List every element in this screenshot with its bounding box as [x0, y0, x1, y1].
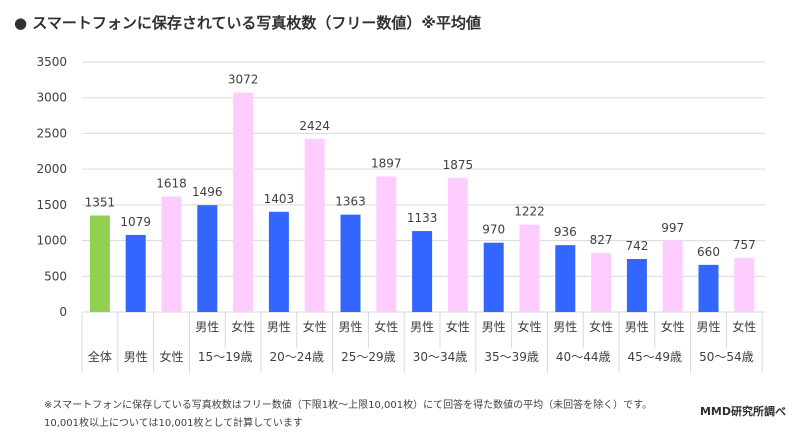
data-label: 936 — [554, 225, 577, 239]
footnote-1: ※スマートフォンに保存している写真枚数はフリー数値（下限1枚～上限10,001枚… — [44, 400, 653, 411]
bar-male — [698, 264, 719, 312]
x-tick-label: 女性 — [374, 319, 398, 334]
group-label: 女性 — [159, 349, 183, 364]
group-label: 35～39歳 — [484, 350, 539, 364]
bar-male — [555, 245, 576, 312]
y-tick-label: 1500 — [36, 198, 67, 212]
data-label: 742 — [625, 239, 648, 253]
bar-male — [340, 214, 361, 312]
x-tick-label: 男性 — [696, 320, 720, 334]
bar-female — [591, 252, 612, 312]
bar-male — [626, 259, 647, 312]
group-label: 45～49歳 — [628, 350, 683, 364]
bar-male — [412, 231, 433, 312]
x-tick-label: 男性 — [267, 320, 291, 334]
data-label: 1222 — [514, 205, 545, 219]
x-tick-label: 男性 — [410, 320, 434, 334]
bar-male — [125, 234, 146, 312]
group-label: 40～44歳 — [556, 350, 611, 364]
data-label: 757 — [733, 238, 756, 252]
x-tick-label: 男性 — [338, 320, 362, 334]
group-label: 男性 — [124, 350, 148, 364]
bar-female — [662, 240, 683, 312]
data-label: 2424 — [299, 119, 330, 133]
y-tick-label: 3500 — [36, 55, 67, 69]
y-tick-label: 500 — [44, 269, 67, 283]
bar-total — [89, 215, 110, 312]
group-label: 全体 — [88, 349, 112, 364]
data-label: 1351 — [85, 196, 116, 210]
data-label: 1618 — [156, 176, 187, 190]
x-tick-label: 男性 — [482, 320, 506, 334]
group-label: 30～34歳 — [413, 350, 468, 364]
bar-female — [304, 138, 325, 312]
group-label: 50～54歳 — [699, 350, 754, 364]
bar-female — [376, 176, 397, 312]
bar-male — [268, 211, 289, 312]
bar-male — [197, 205, 218, 312]
y-tick-label: 2000 — [36, 162, 67, 176]
data-label: 1079 — [120, 215, 151, 229]
bar-female — [519, 224, 540, 312]
data-label: 1496 — [192, 185, 223, 199]
data-label: 970 — [482, 223, 505, 237]
x-tick-label: 男性 — [553, 320, 577, 334]
data-label: 827 — [590, 233, 613, 247]
y-tick-label: 3000 — [36, 91, 67, 105]
x-tick-label: 女性 — [231, 319, 255, 334]
y-tick-label: 0 — [59, 305, 67, 319]
data-label: 3072 — [228, 73, 259, 87]
chart-title: ● スマートフォンに保存されている写真枚数（フリー数値）※平均値 — [14, 14, 481, 32]
x-tick-label: 女性 — [303, 319, 327, 334]
group-label: 20～24歳 — [270, 350, 325, 364]
bar-female — [734, 257, 755, 312]
x-tick-label: 女性 — [589, 319, 613, 334]
data-label: 660 — [697, 245, 720, 259]
y-tick-label: 2500 — [36, 126, 67, 140]
footnote-2: 10,001枚以上については10,001枚として計算しています — [44, 418, 303, 429]
data-label: 1897 — [371, 157, 402, 171]
data-label: 1133 — [407, 211, 438, 225]
data-label: 1875 — [443, 158, 474, 172]
x-tick-label: 女性 — [517, 319, 541, 334]
y-tick-label: 1000 — [36, 234, 67, 248]
x-tick-label: 女性 — [661, 319, 685, 334]
group-label: 15～19歳 — [198, 350, 253, 364]
data-label: 997 — [661, 221, 684, 235]
data-label: 1403 — [264, 192, 295, 206]
group-label: 25～29歳 — [341, 350, 396, 364]
source-credit: MMD研究所調べ — [699, 405, 786, 418]
x-tick-label: 男性 — [195, 320, 219, 334]
x-tick-label: 女性 — [732, 319, 756, 334]
data-label: 1363 — [335, 195, 366, 209]
bar-male — [483, 242, 504, 312]
x-tick-label: 男性 — [625, 320, 649, 334]
bar-female — [233, 92, 254, 312]
bar-female — [447, 178, 468, 312]
bar-female — [161, 196, 182, 312]
x-tick-label: 女性 — [446, 319, 470, 334]
